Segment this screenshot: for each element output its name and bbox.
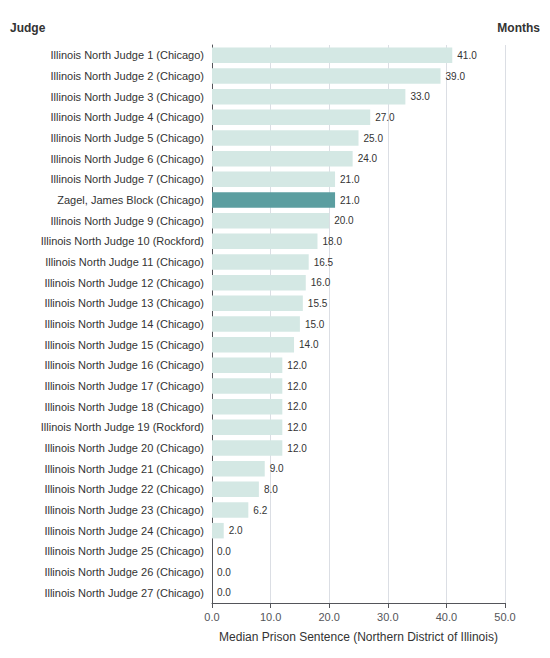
svg-text:Illinois North Judge 21 (Chica: Illinois North Judge 21 (Chicago) [44, 463, 204, 475]
svg-text:0.0: 0.0 [217, 587, 231, 598]
svg-text:12.0: 12.0 [287, 443, 307, 454]
svg-text:Illinois North Judge 10 (Rockf: Illinois North Judge 10 (Rockford) [41, 235, 204, 247]
svg-text:15.5: 15.5 [308, 298, 328, 309]
svg-text:18.0: 18.0 [322, 236, 342, 247]
svg-text:21.0: 21.0 [340, 195, 360, 206]
svg-text:0.0: 0.0 [217, 546, 231, 557]
svg-text:39.0: 39.0 [446, 71, 466, 82]
svg-text:0.0: 0.0 [204, 611, 219, 623]
svg-text:27.0: 27.0 [375, 112, 395, 123]
svg-text:Illinois North Judge 12 (Chica: Illinois North Judge 12 (Chicago) [44, 277, 204, 289]
svg-text:Months: Months [497, 21, 540, 35]
svg-text:Illinois North Judge 16 (Chica: Illinois North Judge 16 (Chicago) [44, 359, 204, 371]
svg-text:25.0: 25.0 [364, 133, 384, 144]
svg-text:Illinois North Judge 7 (Chicag: Illinois North Judge 7 (Chicago) [51, 173, 204, 185]
svg-text:Illinois North Judge 20 (Chica: Illinois North Judge 20 (Chicago) [44, 442, 204, 454]
svg-text:12.0: 12.0 [287, 401, 307, 412]
svg-text:15.0: 15.0 [305, 319, 325, 330]
svg-text:Illinois North Judge 22 (Chica: Illinois North Judge 22 (Chicago) [44, 483, 204, 495]
svg-text:41.0: 41.0 [457, 50, 477, 61]
svg-text:Illinois North Judge 15 (Chica: Illinois North Judge 15 (Chicago) [44, 339, 204, 351]
svg-text:6.2: 6.2 [253, 505, 267, 516]
svg-text:Judge: Judge [10, 21, 46, 35]
svg-text:12.0: 12.0 [287, 381, 307, 392]
svg-text:Illinois North Judge 13 (Chica: Illinois North Judge 13 (Chicago) [44, 297, 204, 309]
svg-text:Illinois North Judge 3 (Chicag: Illinois North Judge 3 (Chicago) [51, 91, 204, 103]
svg-text:Illinois North Judge 23 (Chica: Illinois North Judge 23 (Chicago) [44, 504, 204, 516]
svg-text:8.0: 8.0 [264, 484, 278, 495]
svg-text:24.0: 24.0 [358, 153, 378, 164]
svg-text:14.0: 14.0 [299, 339, 319, 350]
svg-text:Illinois North Judge 1 (Chicag: Illinois North Judge 1 (Chicago) [51, 49, 204, 61]
svg-text:Illinois North Judge 24 (Chica: Illinois North Judge 24 (Chicago) [44, 525, 204, 537]
svg-text:12.0: 12.0 [287, 422, 307, 433]
svg-text:16.5: 16.5 [314, 257, 334, 268]
svg-text:Illinois North Judge 2 (Chicag: Illinois North Judge 2 (Chicago) [51, 70, 204, 82]
svg-text:30.0: 30.0 [377, 611, 398, 623]
svg-text:Illinois North Judge 11 (Chica: Illinois North Judge 11 (Chicago) [45, 256, 204, 268]
svg-text:Illinois North Judge 17 (Chica: Illinois North Judge 17 (Chicago) [44, 380, 204, 392]
svg-text:12.0: 12.0 [287, 360, 307, 371]
svg-text:Illinois North Judge 27 (Chica: Illinois North Judge 27 (Chicago) [44, 587, 204, 599]
svg-text:33.0: 33.0 [410, 91, 430, 102]
svg-text:50.0: 50.0 [494, 611, 515, 623]
svg-text:Illinois North Judge 25 (Chica: Illinois North Judge 25 (Chicago) [44, 545, 204, 557]
svg-text:Illinois North Judge 9 (Chicag: Illinois North Judge 9 (Chicago) [51, 215, 204, 227]
svg-text:Median Prison Sentence (Northe: Median Prison Sentence (Northern Distric… [219, 630, 498, 644]
svg-text:Illinois North Judge 26 (Chica: Illinois North Judge 26 (Chicago) [44, 566, 204, 578]
svg-text:9.0: 9.0 [270, 463, 284, 474]
svg-text:0.0: 0.0 [217, 567, 231, 578]
svg-text:16.0: 16.0 [311, 277, 331, 288]
svg-text:Illinois North Judge 19 (Rockf: Illinois North Judge 19 (Rockford) [41, 421, 204, 433]
svg-text:21.0: 21.0 [340, 174, 360, 185]
svg-text:Illinois North Judge 4 (Chicag: Illinois North Judge 4 (Chicago) [51, 111, 204, 123]
svg-text:2.0: 2.0 [229, 525, 243, 536]
svg-text:20.0: 20.0 [318, 611, 339, 623]
svg-text:Illinois North Judge 6 (Chicag: Illinois North Judge 6 (Chicago) [51, 153, 204, 165]
svg-text:40.0: 40.0 [436, 611, 457, 623]
svg-text:Illinois North Judge 14 (Chica: Illinois North Judge 14 (Chicago) [44, 318, 204, 330]
svg-text:Illinois North Judge 5 (Chicag: Illinois North Judge 5 (Chicago) [51, 132, 204, 144]
svg-text:10.0: 10.0 [260, 611, 281, 623]
svg-text:20.0: 20.0 [334, 215, 354, 226]
svg-text:Zagel, James Block (Chicago): Zagel, James Block (Chicago) [57, 194, 204, 206]
svg-text:Illinois North Judge 18 (Chica: Illinois North Judge 18 (Chicago) [44, 401, 204, 413]
